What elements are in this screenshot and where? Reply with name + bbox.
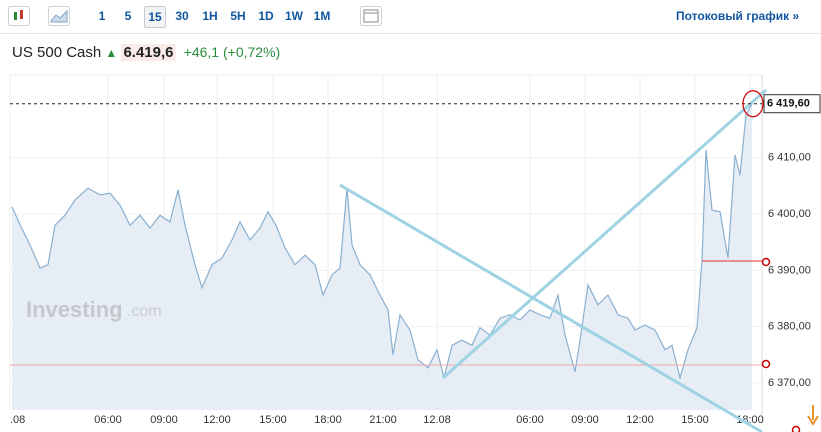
trend-line: [339, 183, 763, 432]
interval-button[interactable]: 5: [124, 9, 132, 23]
header: US 500 Cash ▲ 6.419,6 +46,1 (+0,72%): [12, 44, 280, 61]
x-tick-label: 15:00: [681, 414, 709, 426]
interval-button[interactable]: 1D: [258, 9, 274, 23]
y-tick-label: 6 370,00: [768, 377, 811, 389]
x-tick-label: 15:00: [259, 414, 287, 426]
x-tick-label: 06:00: [516, 414, 544, 426]
area-icon[interactable]: [48, 6, 70, 26]
stream-link[interactable]: Потоковый график »: [676, 9, 800, 23]
trend-line: [442, 88, 767, 380]
up-arrow: ▲: [105, 46, 118, 60]
instrument: US 500 Cash: [12, 44, 102, 61]
layout-icon[interactable]: [360, 6, 382, 26]
change: +46,1 (+0,72%): [183, 44, 281, 60]
level-handle: [761, 359, 771, 369]
interval-button[interactable]: 5H: [230, 9, 246, 23]
watermark-suffix: .com: [127, 303, 162, 320]
plot: [9, 74, 763, 420]
y-tick-label: 6 380,00: [768, 321, 811, 333]
price: 6.419,6: [121, 44, 176, 61]
last-price-label: 6 419,60: [767, 98, 810, 110]
x-tick-label: 09:00: [150, 414, 178, 426]
y-tick-label: 6 390,00: [768, 264, 811, 276]
x-tick-label: 09:00: [571, 414, 599, 426]
icon: [14, 10, 23, 20]
interval-button[interactable]: 1: [98, 9, 106, 23]
y-tick-label: 6 400,00: [768, 208, 811, 220]
candles-icon[interactable]: [8, 6, 30, 26]
bottom-handle: [791, 425, 801, 432]
x-tick-label: 18:00: [314, 414, 342, 426]
level-handle: [761, 257, 771, 267]
x-tick-label: 06:00: [94, 414, 122, 426]
x-tick-label: .08: [10, 414, 25, 426]
toolbar: 1 5 15 30 1H 5H 1D 1W 1M Потоковый график »: [0, 0, 821, 34]
x-tick-label: 21:00: [369, 414, 397, 426]
icon: [50, 9, 68, 23]
x-tick-label: 18:00: [736, 414, 764, 426]
watermark-brand: Investing: [26, 297, 123, 322]
interval-button[interactable]: 30: [175, 9, 189, 23]
interval-button[interactable]: 1W: [285, 9, 303, 23]
price-line: [11, 103, 753, 381]
scroll-arrow: [807, 405, 819, 426]
x-tick-label: 12.08: [423, 414, 451, 426]
area: [12, 103, 752, 410]
last-price-box: [763, 94, 821, 114]
interval-button[interactable]: 1M: [313, 9, 331, 23]
interval-button[interactable]: 1H: [202, 9, 218, 23]
y-tick-label: 6 410,00: [768, 152, 811, 164]
icon: [363, 9, 379, 23]
interval-button[interactable]: 15: [144, 6, 166, 28]
highlight-circle: [742, 90, 764, 118]
x-tick-label: 12:00: [626, 414, 654, 426]
x-tick-label: 12:00: [203, 414, 231, 426]
